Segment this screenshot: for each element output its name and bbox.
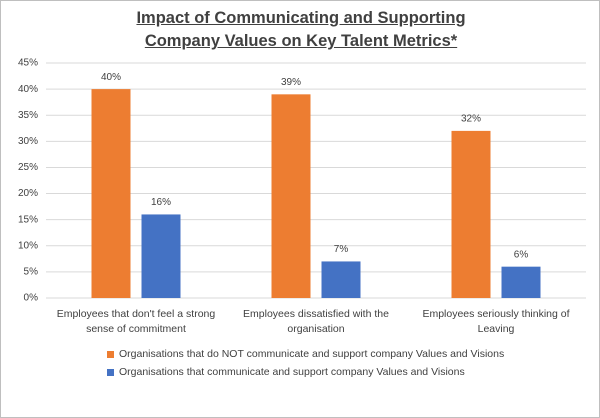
value-label: 39% [281, 77, 301, 88]
bar [501, 266, 541, 298]
legend-item: Organisations that communicate and suppo… [107, 365, 527, 380]
bar [91, 89, 131, 298]
legend-swatch [107, 369, 114, 376]
legend-swatch [107, 351, 114, 358]
y-tick-label: 15% [18, 214, 38, 225]
value-label: 16% [151, 197, 171, 208]
bar [271, 94, 311, 298]
y-tick-label: 20% [18, 188, 38, 199]
y-tick-label: 30% [18, 136, 38, 147]
value-label: 6% [514, 249, 529, 260]
bar [321, 261, 361, 298]
value-label: 32% [461, 114, 481, 125]
x-tick-label: Employees seriously thinking of Leaving [422, 308, 570, 335]
y-tick-label: 0% [24, 293, 39, 304]
bar [451, 130, 491, 298]
chart-title: Impact of Communicating and Supporting C… [136, 9, 466, 50]
legend: Organisations that do NOT communicate an… [107, 347, 527, 383]
value-label: 40% [101, 72, 121, 83]
legend-label: Organisations that communicate and suppo… [119, 366, 465, 378]
value-label: 7% [334, 244, 349, 255]
y-tick-label: 5% [24, 267, 39, 278]
bar [141, 214, 181, 298]
legend-label: Organisations that do NOT communicate an… [119, 348, 505, 360]
y-tick-label: 45% [18, 58, 38, 69]
y-tick-label: 25% [18, 162, 38, 173]
x-tick-label: Employees dissatisfied with the organisa… [243, 308, 389, 335]
y-tick-label: 40% [18, 84, 38, 95]
legend-item: Organisations that do NOT communicate an… [107, 347, 527, 362]
y-tick-label: 10% [18, 240, 38, 251]
y-tick-label: 35% [18, 110, 38, 121]
x-tick-label: Employees that don't feel a strong sense… [56, 308, 216, 335]
